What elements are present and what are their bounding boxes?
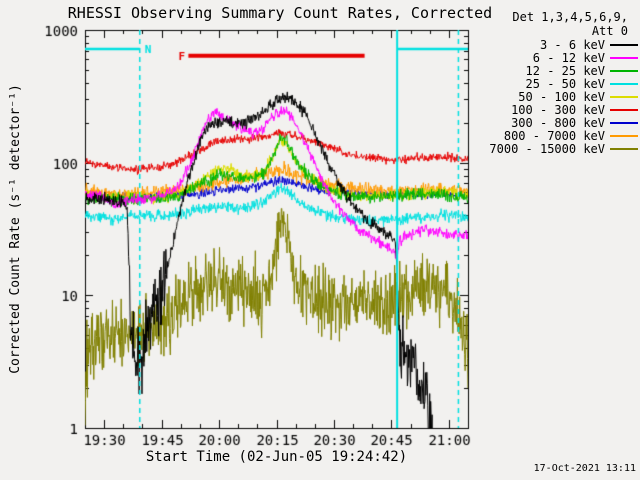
- legend-entry-label: 12 - 25 keV: [525, 63, 605, 78]
- legend-entry: 300 - 800 keV: [488, 115, 638, 130]
- legend-entry-label: 300 - 800 keV: [511, 115, 605, 130]
- legend-entry-label: 7000 - 15000 keV: [489, 141, 605, 156]
- chart-title: RHESSI Observing Summary Count Rates, Co…: [67, 4, 493, 22]
- legend-header-attenuator: Att 0: [591, 24, 628, 38]
- legend-line-swatch: [610, 95, 638, 98]
- legend-entry-label: 800 - 7000 keV: [503, 128, 605, 143]
- legend-line-swatch: [610, 69, 638, 72]
- legend-entry-label: 50 - 100 keV: [518, 89, 605, 104]
- creation-timestamp: 17-Oct-2021 13:11: [533, 463, 636, 474]
- legend-entry-label: 3 - 6 keV: [539, 37, 605, 52]
- legend-entry-label: 6 - 12 keV: [532, 50, 605, 65]
- legend-entry-label: 25 - 50 keV: [525, 76, 605, 91]
- legend-line-swatch: [610, 121, 638, 124]
- legend: Det 1,3,4,5,6,9, Att 0 3 - 6 keV 6 - 12 k…: [488, 10, 638, 156]
- x-axis-label: Start Time (02-Jun-05 19:24:42): [145, 449, 408, 465]
- legend-line-swatch: [610, 134, 638, 137]
- legend-entry: 12 - 25 keV: [488, 63, 638, 78]
- legend-entry: 6 - 12 keV: [488, 50, 638, 65]
- legend-line-swatch: [610, 108, 638, 111]
- legend-entry: 25 - 50 keV: [488, 76, 638, 91]
- y-axis-label: Corrected Count Rate (s⁻¹ detector⁻¹): [8, 84, 23, 374]
- legend-line-swatch: [610, 82, 638, 85]
- legend-entry: 800 - 7000 keV: [488, 128, 638, 143]
- legend-entry: 100 - 300 keV: [488, 102, 638, 117]
- legend-entries: 3 - 6 keV 6 - 12 keV 12 - 25 keV 25 - 50 ke…: [488, 37, 638, 156]
- legend-entry: 7000 - 15000 keV: [488, 141, 638, 156]
- legend-entry: 50 - 100 keV: [488, 89, 638, 104]
- legend-header-detectors: Det 1,3,4,5,6,9,: [512, 10, 628, 24]
- legend-line-swatch: [610, 56, 638, 59]
- legend-entry: 3 - 6 keV: [488, 37, 638, 52]
- legend-line-swatch: [610, 147, 638, 150]
- legend-entry-label: 100 - 300 keV: [511, 102, 605, 117]
- legend-line-swatch: [610, 43, 638, 46]
